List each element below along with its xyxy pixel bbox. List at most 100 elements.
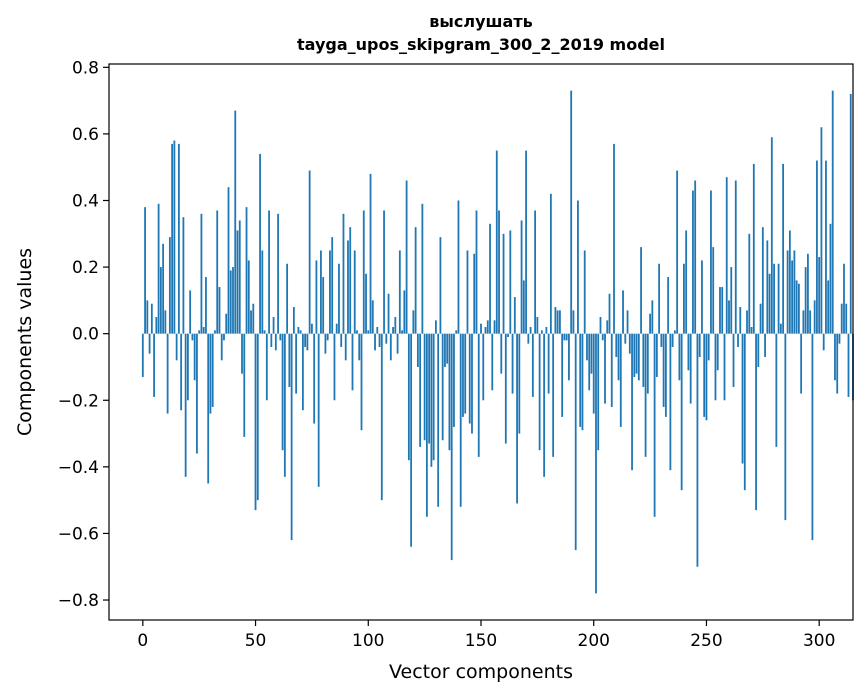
bar xyxy=(340,333,343,347)
bar xyxy=(353,250,356,334)
bar xyxy=(820,127,823,334)
bar xyxy=(419,333,422,447)
bar xyxy=(637,333,640,381)
bar xyxy=(788,230,791,334)
bar xyxy=(283,333,286,477)
bar xyxy=(829,223,832,334)
bar xyxy=(728,300,730,334)
bar xyxy=(356,330,358,334)
bar xyxy=(277,213,279,334)
bar xyxy=(369,173,372,334)
bar xyxy=(498,210,500,334)
bar xyxy=(380,333,383,501)
bar xyxy=(619,333,622,427)
bar xyxy=(559,310,561,334)
bar xyxy=(831,90,834,334)
bar xyxy=(441,333,444,441)
bar xyxy=(279,333,282,341)
bar xyxy=(802,310,805,334)
bar xyxy=(234,110,237,334)
bar xyxy=(207,333,210,484)
bar xyxy=(536,317,539,334)
bar xyxy=(818,257,821,334)
chart-title: выслушать xyxy=(429,12,532,31)
bar xyxy=(761,227,764,334)
bar xyxy=(601,333,604,341)
y-axis-label: Components values xyxy=(14,248,36,436)
x-tick-label: 0 xyxy=(137,631,148,651)
bar xyxy=(651,300,654,334)
bar xyxy=(631,333,633,471)
bar xyxy=(150,303,153,334)
bar xyxy=(263,330,266,334)
bar xyxy=(734,180,737,334)
bar xyxy=(482,333,485,401)
bar xyxy=(683,263,685,334)
bar xyxy=(459,333,462,507)
bar xyxy=(595,333,597,594)
bar xyxy=(579,333,582,427)
bar xyxy=(822,333,825,351)
bar xyxy=(680,333,683,491)
bar xyxy=(480,323,482,334)
bar xyxy=(401,330,403,334)
bar xyxy=(570,90,573,334)
bar xyxy=(782,163,785,334)
bar xyxy=(437,333,440,507)
bar xyxy=(425,333,428,517)
bar xyxy=(633,333,636,377)
bar xyxy=(428,333,431,444)
bar xyxy=(556,310,559,334)
bar xyxy=(191,333,194,341)
bar xyxy=(495,150,498,334)
bar xyxy=(825,160,827,334)
bar xyxy=(813,300,816,334)
bar xyxy=(329,250,331,334)
bar xyxy=(295,333,298,394)
bar xyxy=(444,333,446,367)
bar xyxy=(658,263,661,334)
bar xyxy=(628,333,631,354)
bar xyxy=(574,333,577,551)
bar xyxy=(655,333,658,377)
bar xyxy=(365,273,367,334)
bar xyxy=(218,287,221,334)
bar xyxy=(484,327,487,334)
bar xyxy=(272,317,275,334)
ticks-group: 0 50 100 150 200 250 300 −0.8 −0.6 −0.4 −0.2 0.0 0.2… xyxy=(58,58,836,651)
bar xyxy=(804,267,807,334)
bar xyxy=(168,237,171,334)
bar xyxy=(604,333,606,404)
bar xyxy=(543,333,546,477)
bar xyxy=(743,333,746,491)
bar xyxy=(773,263,775,334)
bar xyxy=(696,333,699,567)
bar xyxy=(243,333,246,437)
bar xyxy=(732,333,735,387)
bar xyxy=(274,333,277,351)
bar xyxy=(225,313,228,334)
bar xyxy=(292,307,295,334)
bar xyxy=(531,333,534,397)
x-tick-label: 150 xyxy=(465,631,497,651)
bar xyxy=(721,287,724,334)
bar xyxy=(301,333,304,411)
bar xyxy=(565,333,568,341)
plot-frame xyxy=(108,63,854,621)
y-tick-label: 0.0 xyxy=(72,325,99,345)
bar xyxy=(430,333,433,467)
bar xyxy=(710,190,712,334)
bar xyxy=(586,333,588,361)
bar xyxy=(775,333,778,447)
bar xyxy=(676,170,679,334)
bar xyxy=(435,320,437,334)
bar xyxy=(184,333,187,477)
bar xyxy=(146,300,149,334)
x-tick-label: 100 xyxy=(352,631,384,651)
bar xyxy=(687,333,690,371)
bar xyxy=(144,207,146,334)
y-tick-label: 0.2 xyxy=(72,258,99,278)
bar xyxy=(371,300,374,334)
bar xyxy=(367,330,370,334)
y-tick-label: −0.8 xyxy=(58,591,99,611)
